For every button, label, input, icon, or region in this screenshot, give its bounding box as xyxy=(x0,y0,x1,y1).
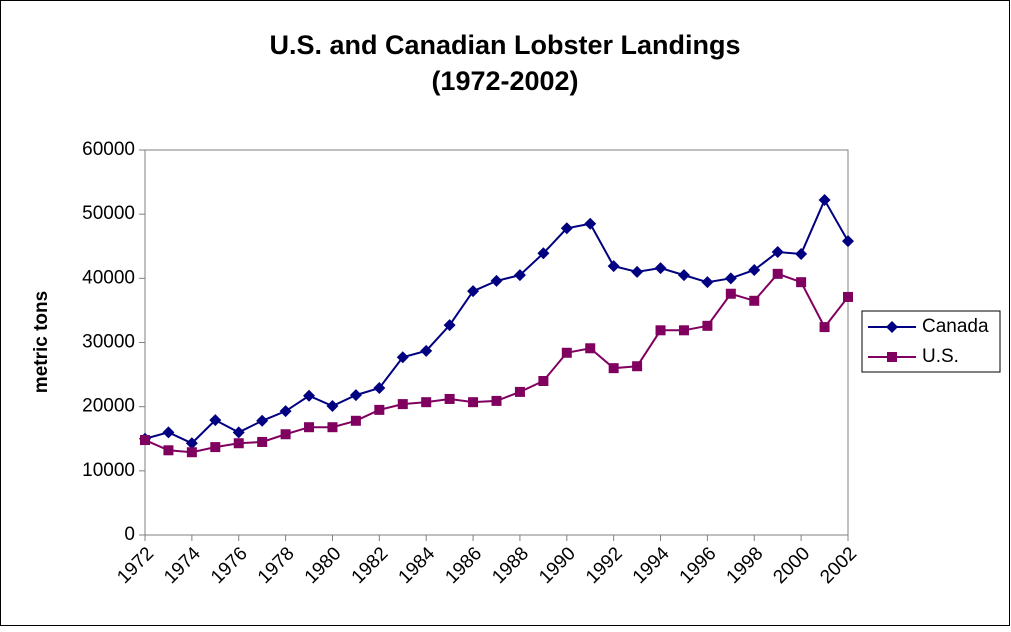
marker xyxy=(886,321,898,333)
marker xyxy=(467,285,480,298)
marker xyxy=(186,447,197,458)
marker xyxy=(702,320,713,331)
marker xyxy=(256,414,269,427)
marker xyxy=(887,352,897,362)
marker xyxy=(233,438,244,449)
marker xyxy=(818,194,831,207)
marker xyxy=(162,426,175,439)
marker xyxy=(632,361,643,372)
marker xyxy=(701,276,714,289)
marker xyxy=(796,277,807,288)
marker xyxy=(350,415,361,426)
marker xyxy=(373,382,386,395)
marker xyxy=(444,393,455,404)
y-tick-label: 30000 xyxy=(82,332,135,353)
chart-subtitle: (1972-2002) xyxy=(431,66,578,96)
legend-label: Canada xyxy=(922,316,989,337)
y-tick-label: 40000 xyxy=(82,267,135,288)
legend-label: U.S. xyxy=(922,346,959,367)
marker xyxy=(232,426,245,439)
marker xyxy=(560,222,573,235)
marker xyxy=(748,263,761,276)
marker xyxy=(678,325,689,336)
marker xyxy=(397,399,408,410)
marker xyxy=(655,325,666,336)
marker xyxy=(279,405,292,418)
marker xyxy=(349,389,362,402)
marker xyxy=(654,262,667,275)
marker xyxy=(795,247,808,260)
marker xyxy=(209,414,222,427)
marker xyxy=(843,291,853,302)
marker xyxy=(607,260,620,273)
marker xyxy=(210,442,221,453)
marker xyxy=(561,347,572,358)
marker xyxy=(608,363,619,374)
marker xyxy=(725,288,736,299)
marker xyxy=(163,445,174,456)
marker xyxy=(677,269,690,282)
marker xyxy=(304,422,315,433)
marker xyxy=(421,397,432,408)
marker xyxy=(490,274,503,287)
marker xyxy=(749,295,760,306)
legend xyxy=(861,310,1001,373)
marker xyxy=(326,400,339,413)
marker xyxy=(396,351,409,364)
y-axis-label: metric tons xyxy=(31,291,52,393)
y-tick-label: 60000 xyxy=(82,139,135,160)
marker xyxy=(513,269,526,282)
marker xyxy=(468,397,479,408)
marker xyxy=(443,319,456,332)
marker xyxy=(374,404,385,415)
marker xyxy=(724,272,737,285)
marker xyxy=(257,436,268,447)
marker xyxy=(303,389,316,402)
marker xyxy=(327,422,338,433)
marker xyxy=(842,235,854,248)
marker xyxy=(140,435,150,446)
marker xyxy=(491,395,502,406)
y-tick-label: 10000 xyxy=(82,460,135,481)
marker xyxy=(185,437,198,450)
marker xyxy=(819,322,830,333)
marker xyxy=(420,344,433,357)
marker xyxy=(514,386,525,397)
marker xyxy=(585,343,596,354)
marker xyxy=(584,217,597,230)
chart-title: U.S. and Canadian Lobster Landings xyxy=(269,30,740,60)
marker xyxy=(771,246,784,259)
y-tick-label: 0 xyxy=(124,524,135,545)
marker xyxy=(537,247,550,260)
marker xyxy=(772,268,783,279)
y-tick-label: 50000 xyxy=(82,203,135,224)
y-tick-label: 20000 xyxy=(82,396,135,417)
marker xyxy=(538,376,549,386)
marker xyxy=(631,265,644,278)
marker xyxy=(280,429,291,440)
